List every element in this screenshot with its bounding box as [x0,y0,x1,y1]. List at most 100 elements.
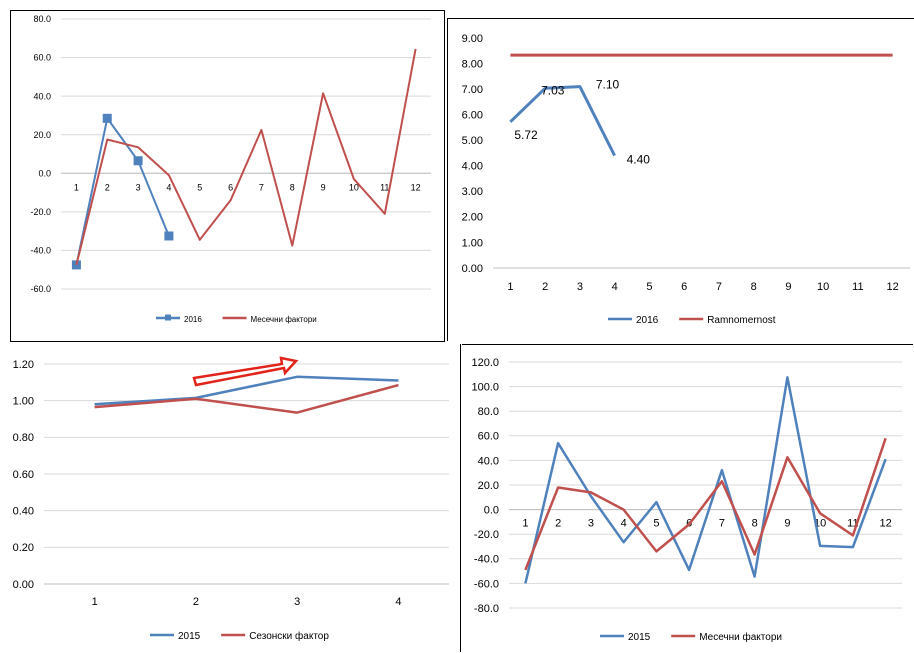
y-tick-label: 0.20 [13,542,34,554]
y-tick-label: 0.60 [13,469,34,481]
series-line-blue [509,85,616,157]
x-tick-label: 5 [646,281,652,293]
chart-seasonal-factor-svg: 1.20 1.00 0.80 0.60 0.40 0.20 0.00 1 2 3 4 2015 Сезо… [13,356,449,642]
x-tick-label: 4 [395,596,401,608]
series-line-red [75,48,417,266]
legend-label: Месечни фактори [699,631,782,643]
y-tick-label: 2.00 [462,212,483,224]
y-tick-label: 40.0 [33,91,51,101]
x-tick-label: 5 [653,518,659,530]
series-line-blue [524,376,887,584]
y-tick-label: 0.80 [13,432,34,444]
x-tick-label: 10 [817,281,829,293]
x-tick-label: 9 [321,182,326,192]
x-tick-label: 8 [751,281,757,293]
series-line-red [94,383,399,414]
chart-monthly-factors-2016-svg: 80.060.040.020.00.0-20.0-40.0-60.01 2 3 4 5 6… [30,14,431,324]
y-tick-label: 60.0 [33,53,51,63]
x-tick-label: 11 [380,182,389,192]
x-tick-label: 4 [612,281,618,293]
x-tick-label: 3 [136,182,141,192]
x-tick-label: 9 [784,518,790,530]
chart-monthly-factors-2015-svg: 120.0 100.0 80.0 60.0 40.0 20.0 0.0 -20.0 -40.0 -… [471,357,902,643]
x-tick-label: 3 [588,518,594,530]
data-point-marker [133,156,143,166]
x-tick-label: 12 [880,518,892,530]
y-tick-label: 20.0 [478,480,499,492]
y-tick-label: 6.00 [462,110,483,122]
x-tick-label: 6 [228,182,233,192]
y-tick-label: 0.0 [38,168,51,178]
x-tick-label: 4 [166,182,171,192]
chart-ramnomernost-svg: 9.00 8.00 7.00 6.00 5.00 4.00 3.00 2.00 1.00 0.00… [462,33,910,326]
x-tick-label: 8 [752,518,758,530]
x-tick-label: 2 [193,596,199,608]
y-tick-label: 9.00 [462,33,483,45]
chart-monthly-factors-2016: 80.0 60.0 40.0 20.0 0.0 -20.0 -40.0 -60.0 1 2 3 4 5 6… [10,10,445,342]
x-tick-label: 4 [621,518,627,530]
legend-label: 2015 [178,631,201,642]
trend-arrow-icon [192,356,299,387]
x-tick-label: 11 [847,518,858,530]
x-tick-label: 1 [507,281,513,293]
x-tick-label: 7 [719,518,725,530]
data-label: 7.03 [541,83,565,97]
y-tick-label: 0.00 [462,263,483,275]
x-tick-label: 12 [411,182,421,192]
x-tick-label: 2 [555,518,561,530]
y-tick-label: 1.20 [13,359,34,371]
x-tick-label: 12 [887,281,899,293]
x-tick-label: 3 [577,281,583,293]
y-tick-label: 20.0 [33,130,51,140]
legend-label: Ramnomernost [707,315,776,326]
y-tick-label: -40.0 [30,246,51,256]
y-tick-label: -20.0 [30,207,51,217]
x-tick-label: 1 [74,182,79,192]
y-tick-label: 7.00 [462,84,483,96]
x-tick-label: 8 [290,182,295,192]
y-tick-label: 0.0 [484,504,499,516]
y-tick-label: 80.0 [478,406,499,418]
x-tick-label: 7 [259,182,264,192]
series-line-red [524,437,887,571]
chart-ramnomernost: 9.00 8.00 7.00 6.00 5.00 4.00 3.00 2.00 1.00 0.00… [447,18,914,341]
y-tick-label: 4.00 [462,161,483,173]
x-tick-label: 1 [522,518,528,530]
y-tick-label: -60.0 [30,284,51,294]
y-tick-label: -20.0 [474,529,499,541]
x-tick-label: 3 [294,596,300,608]
data-label: 4.40 [627,153,651,167]
x-tick-label: 2 [105,182,110,192]
y-tick-label: 5.00 [462,135,483,147]
y-tick-label: 0.00 [13,579,34,591]
y-tick-label: 8.00 [462,58,483,70]
x-tick-label: 9 [785,281,791,293]
x-tick-label: 5 [197,182,202,192]
y-tick-label: 100.0 [471,381,499,393]
y-tick-label: 60.0 [478,431,499,443]
series-line-blue [94,375,399,406]
series-line-blue [75,117,170,266]
y-tick-label: 1.00 [13,396,34,408]
y-tick-label: 80.0 [33,14,51,24]
y-tick-label: 120.0 [471,357,499,369]
legend-label: Месечни фактори [251,315,317,324]
chart-monthly-factors-2015: 120.0 100.0 80.0 60.0 40.0 20.0 0.0 -20.0 -40.0 -… [462,344,913,653]
y-tick-label: 40.0 [478,455,499,467]
x-tick-label: 7 [716,281,722,293]
legend-label: Сезонски фактор [249,630,329,642]
chart-seasonal-factor: 1.20 1.00 0.80 0.60 0.40 0.20 0.00 1 2 3 4 2015 Сезо… [2,344,461,652]
x-tick-label: 6 [681,281,687,293]
legend-label: 2016 [636,315,659,326]
data-label: 5.72 [514,128,538,142]
y-tick-label: 1.00 [462,237,483,249]
y-tick-label: 3.00 [462,186,483,198]
x-tick-label: 11 [852,281,863,293]
y-tick-label: -40.0 [474,554,499,566]
legend-label: 2016 [184,315,202,324]
x-tick-label: 1 [92,596,98,608]
data-label: 7.10 [596,78,620,92]
x-tick-label: 2 [542,281,548,293]
legend-marker [165,314,171,321]
y-tick-label: 0.40 [13,506,34,518]
